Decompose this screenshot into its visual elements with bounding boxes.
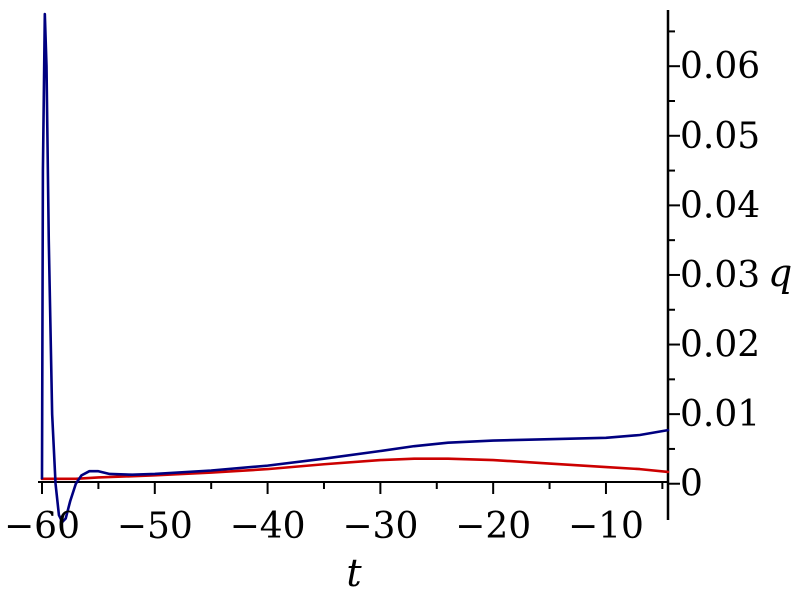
- x-axis-title: t: [346, 551, 362, 595]
- y-tick-label: 0.02: [680, 325, 760, 366]
- x-tick-label: −50: [117, 506, 193, 547]
- y-tick-label: 0.03: [680, 255, 760, 296]
- x-tick-label: −30: [342, 506, 418, 547]
- axes: [38, 10, 680, 520]
- tick-labels: −60 −50 −40 −30 −20 −10 0 0.01 0.02 0.03 0.04 0.05 0…: [4, 46, 760, 547]
- x-tick-label: −60: [4, 506, 80, 547]
- y-tick-label: 0.05: [680, 116, 760, 157]
- series-layer: [40, 12, 670, 524]
- y-tick-label: 0.01: [680, 394, 760, 435]
- x-tick-label: −10: [568, 506, 644, 547]
- series-line-2: [40, 457, 670, 481]
- y-axis-title: q: [768, 251, 792, 295]
- series-line-1: [40, 12, 670, 524]
- y-tick-label: 0.06: [680, 46, 760, 87]
- y-tick-label: 0.04: [680, 185, 760, 226]
- x-tick-label: −20: [455, 506, 531, 547]
- y-tick-label: 0: [680, 464, 703, 505]
- x-tick-label: −40: [230, 506, 306, 547]
